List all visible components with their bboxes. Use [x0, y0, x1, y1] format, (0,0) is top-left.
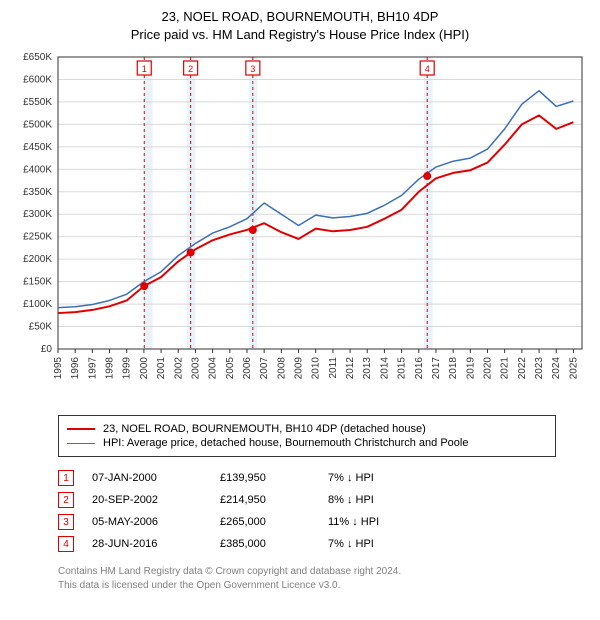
transaction-price: £214,950 — [220, 494, 310, 506]
transaction-marker: 1 — [58, 470, 74, 486]
svg-text:1995: 1995 — [53, 357, 64, 380]
svg-text:1996: 1996 — [70, 357, 81, 380]
transaction-diff: 7% ↓ HPI — [328, 538, 418, 550]
transaction-date: 05-MAY-2006 — [92, 516, 202, 528]
legend-item: HPI: Average price, detached house, Bour… — [67, 436, 547, 450]
svg-text:£300K: £300K — [23, 209, 52, 220]
license-line2: This data is licensed under the Open Gov… — [58, 579, 548, 593]
svg-text:1997: 1997 — [87, 357, 98, 380]
legend-swatch — [67, 428, 95, 430]
svg-text:2008: 2008 — [276, 357, 287, 380]
svg-text:2017: 2017 — [431, 357, 442, 380]
svg-text:£150K: £150K — [23, 277, 52, 288]
svg-text:2022: 2022 — [517, 357, 528, 380]
svg-text:2006: 2006 — [242, 357, 253, 380]
title-line2: Price paid vs. HM Land Registry's House … — [10, 26, 590, 44]
svg-text:£500K: £500K — [23, 119, 52, 130]
svg-text:£650K: £650K — [23, 52, 52, 63]
legend: 23, NOEL ROAD, BOURNEMOUTH, BH10 4DP (de… — [58, 415, 556, 457]
svg-text:2012: 2012 — [345, 357, 356, 380]
legend-label: 23, NOEL ROAD, BOURNEMOUTH, BH10 4DP (de… — [103, 423, 426, 435]
svg-text:2004: 2004 — [208, 357, 219, 380]
svg-text:£600K: £600K — [23, 75, 52, 86]
svg-text:2024: 2024 — [551, 357, 562, 380]
svg-text:£0: £0 — [41, 344, 53, 355]
license-text: Contains HM Land Registry data © Crown c… — [58, 565, 548, 592]
svg-text:1999: 1999 — [122, 357, 133, 380]
svg-text:4: 4 — [425, 64, 430, 74]
svg-text:2: 2 — [188, 64, 193, 74]
svg-text:£50K: £50K — [29, 322, 53, 333]
transaction-price: £265,000 — [220, 516, 310, 528]
transaction-row: 4 28-JUN-2016 £385,000 7% ↓ HPI — [58, 533, 538, 555]
svg-text:2021: 2021 — [500, 357, 511, 380]
legend-item: 23, NOEL ROAD, BOURNEMOUTH, BH10 4DP (de… — [67, 422, 547, 436]
transaction-row: 1 07-JAN-2000 £139,950 7% ↓ HPI — [58, 467, 538, 489]
svg-text:£100K: £100K — [23, 299, 52, 310]
svg-text:3: 3 — [250, 64, 255, 74]
legend-label: HPI: Average price, detached house, Bour… — [103, 437, 468, 449]
svg-text:2010: 2010 — [311, 357, 322, 380]
svg-text:1: 1 — [142, 64, 147, 74]
transaction-marker: 3 — [58, 514, 74, 530]
svg-text:2020: 2020 — [483, 357, 494, 380]
svg-text:2011: 2011 — [328, 357, 339, 379]
transaction-marker: 2 — [58, 492, 74, 508]
svg-text:2025: 2025 — [568, 357, 579, 380]
transaction-diff: 7% ↓ HPI — [328, 472, 418, 484]
transactions-table: 1 07-JAN-2000 £139,950 7% ↓ HPI 2 20-SEP-2002… — [58, 467, 538, 555]
svg-text:2003: 2003 — [190, 357, 201, 380]
chart-svg: £0 £50K £100K £150K £200K £250K £300K £350K £400… — [10, 49, 590, 409]
svg-text:1998: 1998 — [105, 357, 116, 380]
svg-text:£450K: £450K — [23, 142, 52, 153]
svg-text:2001: 2001 — [156, 357, 167, 380]
transaction-price: £385,000 — [220, 538, 310, 550]
svg-text:£550K: £550K — [23, 97, 52, 108]
transaction-date: 28-JUN-2016 — [92, 538, 202, 550]
transaction-date: 20-SEP-2002 — [92, 494, 202, 506]
svg-text:2002: 2002 — [173, 357, 184, 380]
chart-container: 23, NOEL ROAD, BOURNEMOUTH, BH10 4DP Pri… — [0, 0, 600, 602]
chart-plot: £0 £50K £100K £150K £200K £250K £300K £350K £400… — [10, 49, 590, 409]
svg-text:2014: 2014 — [379, 357, 390, 380]
transaction-diff: 8% ↓ HPI — [328, 494, 418, 506]
transaction-diff: 11% ↓ HPI — [328, 516, 418, 528]
svg-text:2019: 2019 — [465, 357, 476, 380]
svg-text:2018: 2018 — [448, 357, 459, 380]
svg-text:£250K: £250K — [23, 232, 52, 243]
transaction-date: 07-JAN-2000 — [92, 472, 202, 484]
svg-text:2013: 2013 — [362, 357, 373, 380]
legend-swatch — [67, 443, 95, 444]
svg-text:2009: 2009 — [294, 357, 305, 380]
svg-text:2023: 2023 — [534, 357, 545, 380]
svg-text:2005: 2005 — [225, 357, 236, 380]
svg-text:2016: 2016 — [414, 357, 425, 380]
svg-text:£350K: £350K — [23, 187, 52, 198]
license-line1: Contains HM Land Registry data © Crown c… — [58, 565, 548, 579]
transaction-price: £139,950 — [220, 472, 310, 484]
svg-text:2007: 2007 — [259, 357, 270, 380]
svg-text:2015: 2015 — [397, 357, 408, 380]
transaction-row: 3 05-MAY-2006 £265,000 11% ↓ HPI — [58, 511, 538, 533]
svg-text:2000: 2000 — [139, 357, 150, 380]
transaction-marker: 4 — [58, 536, 74, 552]
svg-text:£400K: £400K — [23, 164, 52, 175]
transaction-row: 2 20-SEP-2002 £214,950 8% ↓ HPI — [58, 489, 538, 511]
chart-title: 23, NOEL ROAD, BOURNEMOUTH, BH10 4DP Pri… — [10, 8, 590, 43]
svg-text:£200K: £200K — [23, 254, 52, 265]
title-line1: 23, NOEL ROAD, BOURNEMOUTH, BH10 4DP — [10, 8, 590, 26]
